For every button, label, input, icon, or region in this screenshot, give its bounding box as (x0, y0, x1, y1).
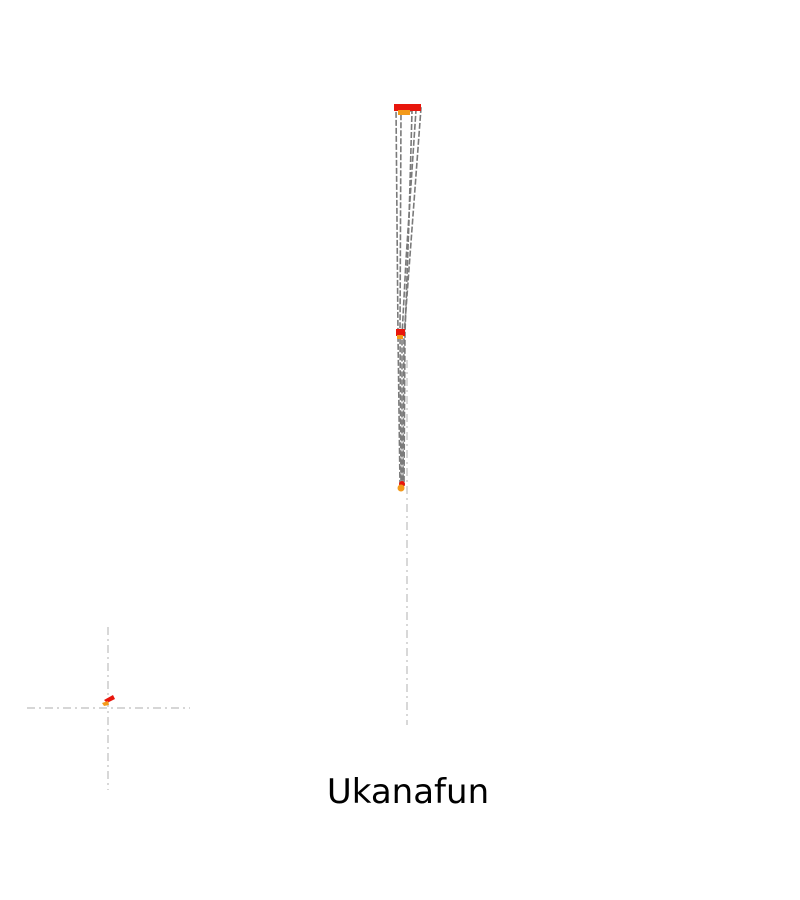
inset-marker-red (104, 695, 115, 703)
boundary-path-outer (395, 105, 422, 489)
mid-marker-red (396, 329, 405, 336)
top-marker-orange (398, 110, 410, 115)
boundary-outline (395, 105, 422, 489)
inset-locator (102, 695, 115, 706)
feature-markers (394, 104, 421, 492)
mid-marker-orange (397, 335, 403, 339)
boundary-path-inner (399, 110, 413, 487)
place-name-label: Ukanafun (326, 772, 490, 812)
bottom-marker-orange (397, 484, 405, 492)
top-marker-red (394, 104, 421, 111)
inset-marker-orange (102, 701, 109, 706)
